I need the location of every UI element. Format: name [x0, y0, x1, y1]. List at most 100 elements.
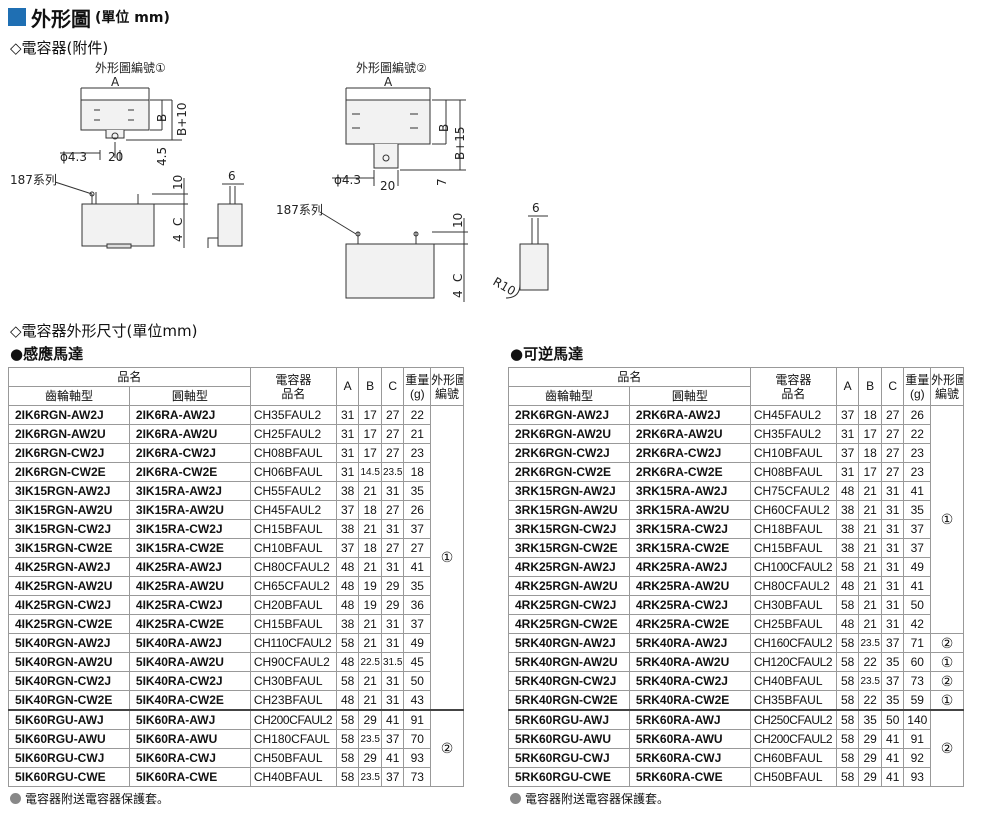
dim-a: 38 — [835, 519, 860, 539]
weight: 91 — [403, 709, 432, 730]
svg-text:6: 6 — [228, 169, 236, 183]
round-model: 4IK25RA-CW2J — [128, 595, 251, 615]
dim-a: 38 — [335, 614, 360, 634]
dim-c: 31 — [380, 614, 405, 634]
dim-a: 38 — [335, 519, 360, 539]
dim-a: 31 — [835, 462, 860, 482]
round-model: 3RK15RA-AW2J — [628, 481, 751, 501]
weight: 41 — [403, 557, 432, 577]
capacitor-model: CH40BFAUL — [249, 767, 337, 787]
dim-c: 31 — [880, 557, 905, 577]
dim-b: 18 — [358, 538, 382, 558]
gear-model: 4RK25RGN-CW2J — [508, 595, 630, 615]
dim-a: 48 — [835, 614, 860, 634]
round-model: 5RK40RA-CW2J — [628, 671, 751, 691]
table-row: 5IK40RGN-CW2J 5IK40RA-CW2J CH30BFAUL 58 21 31… — [8, 671, 464, 691]
note-text: 電容器附送電容器保護套。 — [25, 792, 170, 806]
round-model: 5RK60RA-CWJ — [628, 748, 751, 768]
round-model: 4RK25RA-AW2U — [628, 576, 751, 596]
round-model: 5RK60RA-AWU — [628, 729, 751, 749]
table-row: 4RK25RGN-AW2U 4RK25RA-AW2U CH80CFAUL2 48 21 3… — [508, 576, 964, 596]
dim-c: 37 — [880, 633, 905, 653]
header-round-type: 圓軸型 — [628, 386, 751, 406]
table-row: 5RK40RGN-AW2J 5RK40RA-AW2J CH160CFAUL2 58 23… — [508, 633, 964, 653]
header-product: 品名 — [508, 367, 751, 387]
dim-a: 31 — [335, 443, 360, 463]
dim-a: 37 — [835, 405, 860, 425]
dim-b: 21 — [858, 481, 882, 501]
header-capacitor: 電容器 品名 — [749, 367, 837, 406]
table-row: 4IK25RGN-AW2U 4IK25RA-AW2U CH65CFAUL2 48 19 2… — [8, 576, 464, 596]
gear-model: 4RK25RGN-AW2U — [508, 576, 630, 596]
dim-c: 27 — [880, 405, 905, 425]
capacitor-model: CH90CFAUL2 — [249, 652, 337, 672]
weight: 49 — [903, 557, 932, 577]
dim-c: 41 — [880, 767, 905, 787]
table-row: 3IK15RGN-CW2J 3IK15RA-CW2J CH15BFAUL 38 21 31… — [8, 519, 464, 539]
figure-number: ② — [430, 709, 464, 787]
note-bullet-icon — [510, 793, 521, 804]
dim-a: 37 — [335, 500, 360, 520]
gear-model: 5IK60RGU-AWJ — [8, 709, 130, 730]
dim-a: 48 — [835, 576, 860, 596]
header-figure-line2: 編號 — [435, 386, 460, 401]
table-row: 5IK40RGN-AW2U 5IK40RA-AW2U CH90CFAUL2 48 22.… — [8, 652, 464, 672]
dim-c: 31 — [880, 614, 905, 634]
table-row: 5RK60RGU-AWJ 5RK60RA-AWJ CH250CFAUL2 58 35 50… — [508, 709, 964, 787]
gear-model: 5RK60RGU-AWU — [508, 729, 630, 749]
weight: 59 — [903, 690, 932, 711]
gear-model: 3RK15RGN-CW2J — [508, 519, 630, 539]
svg-text:20: 20 — [380, 179, 395, 193]
dim-a: 48 — [835, 481, 860, 501]
weight: 73 — [403, 767, 432, 787]
table-row: 5RK60RGU-CWE 5RK60RA-CWE CH50BFAUL 58 29 41 93 — [508, 767, 964, 787]
round-model: 2IK6RA-AW2U — [128, 424, 251, 444]
weight: 37 — [403, 519, 432, 539]
table-row: 5IK60RGU-CWE 5IK60RA-CWE CH40BFAUL 58 23.5 37… — [8, 767, 464, 787]
dim-c: 29 — [380, 576, 405, 596]
dim-b: 18 — [858, 443, 882, 463]
dim-b: 22 — [858, 652, 882, 672]
header-weight-line1: 重量 — [905, 372, 930, 387]
header-dim-c: C — [380, 367, 405, 406]
reversible-motor-heading: ●可逆馬達 — [510, 345, 584, 363]
gear-model: 2IK6RGN-AW2J — [8, 405, 130, 425]
dim-c: 27 — [380, 405, 405, 425]
capacitor-section-heading: ◇電容器(附件) — [10, 39, 109, 57]
header-figure-line2: 編號 — [935, 386, 960, 401]
capacitor-model: CH75CFAUL2 — [749, 481, 837, 501]
header-product: 品名 — [8, 367, 251, 387]
dim-b: 17 — [358, 405, 382, 425]
weight: 35 — [403, 576, 432, 596]
dim-b: 21 — [858, 557, 882, 577]
reversible-note: 電容器附送電容器保護套。 — [510, 790, 669, 807]
dim-a: 38 — [835, 500, 860, 520]
gear-model: 3IK15RGN-CW2J — [8, 519, 130, 539]
dim-c: 37 — [880, 671, 905, 691]
round-model: 4RK25RA-CW2J — [628, 595, 751, 615]
figure-number: ② — [930, 633, 964, 653]
dim-a: 48 — [335, 595, 360, 615]
figure-number: ① — [930, 690, 964, 711]
header-capacitor-line2: 品名 — [281, 386, 306, 401]
dim-a: 58 — [835, 595, 860, 615]
dim-a: 58 — [835, 767, 860, 787]
table-row: 3RK15RGN-AW2U 3RK15RA-AW2U CH60CFAUL2 38 21 3… — [508, 500, 964, 520]
gear-model: 4IK25RGN-AW2J — [8, 557, 130, 577]
svg-text:4.5: 4.5 — [155, 147, 169, 166]
dim-c: 41 — [380, 709, 405, 730]
gear-model: 5RK60RGU-CWE — [508, 767, 630, 787]
dim-c: 31.5 — [380, 652, 405, 672]
header-capacitor-line2: 品名 — [781, 386, 806, 401]
dim-a: 38 — [835, 538, 860, 558]
dim-c: 27 — [380, 538, 405, 558]
capacitor-model: CH80CFAUL2 — [749, 576, 837, 596]
weight: 35 — [403, 481, 432, 501]
capacitor-model: CH60CFAUL2 — [749, 500, 837, 520]
dimension-section-heading: ◇電容器外形尺寸(單位mm) — [10, 322, 198, 340]
gear-model: 5IK60RGU-CWE — [8, 767, 130, 787]
dim-b: 21 — [858, 500, 882, 520]
dim-a: 31 — [335, 462, 360, 482]
table-row: 2IK6RGN-CW2E 2IK6RA-CW2E CH06BFAUL 31 14.5 23… — [8, 462, 464, 482]
dim-c: 27 — [380, 443, 405, 463]
